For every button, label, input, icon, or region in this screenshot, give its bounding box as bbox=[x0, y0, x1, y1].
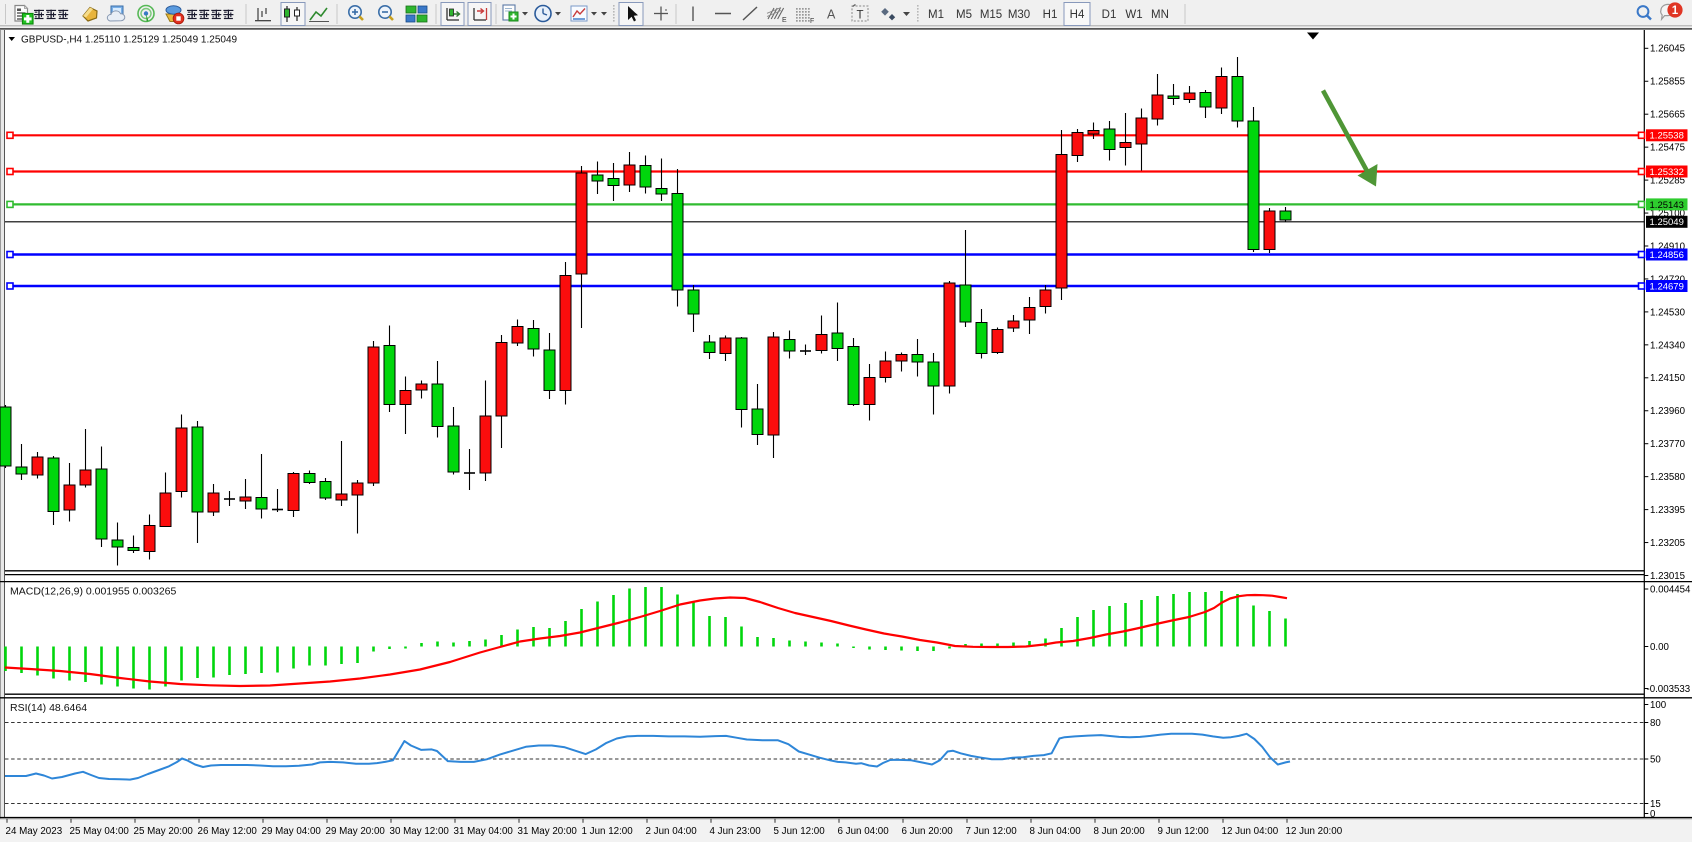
svg-text:0: 0 bbox=[1650, 809, 1656, 820]
svg-text:2 Jun 04:00: 2 Jun 04:00 bbox=[646, 826, 698, 837]
svg-text:29 May 04:00: 29 May 04:00 bbox=[262, 826, 322, 837]
svg-text:6 Jun 04:00: 6 Jun 04:00 bbox=[838, 826, 890, 837]
svg-text:1.26045: 1.26045 bbox=[1650, 44, 1685, 55]
svg-text:-0.003533: -0.003533 bbox=[1647, 684, 1691, 695]
svg-text:1.25285: 1.25285 bbox=[1650, 176, 1685, 187]
svg-text:24 May 2023: 24 May 2023 bbox=[6, 826, 63, 837]
svg-text:W1: W1 bbox=[1125, 9, 1142, 21]
svg-text:D1: D1 bbox=[1102, 9, 1117, 21]
svg-text:H1: H1 bbox=[1043, 9, 1058, 21]
svg-text:25 May 04:00: 25 May 04:00 bbox=[70, 826, 130, 837]
svg-text:12 Jun 04:00: 12 Jun 04:00 bbox=[1222, 826, 1279, 837]
svg-text:100: 100 bbox=[1650, 700, 1667, 711]
svg-text:8 Jun 20:00: 8 Jun 20:00 bbox=[1094, 826, 1146, 837]
svg-text:H4: H4 bbox=[1070, 9, 1085, 21]
svg-text:M1: M1 bbox=[928, 9, 944, 21]
svg-text:0.004454: 0.004454 bbox=[1650, 584, 1691, 595]
svg-text:9 Jun 12:00: 9 Jun 12:00 bbox=[1158, 826, 1210, 837]
svg-text:T: T bbox=[857, 10, 864, 22]
svg-text:1: 1 bbox=[1672, 5, 1679, 17]
svg-text:1.24856: 1.24856 bbox=[1650, 250, 1684, 261]
svg-text:1.23770: 1.23770 bbox=[1650, 439, 1686, 450]
svg-text:M30: M30 bbox=[1008, 9, 1030, 21]
svg-text:M5: M5 bbox=[956, 9, 972, 21]
svg-text:80: 80 bbox=[1650, 718, 1661, 729]
svg-text:F: F bbox=[810, 18, 814, 25]
svg-text:1.25049: 1.25049 bbox=[1650, 217, 1684, 228]
svg-text:1.24720: 1.24720 bbox=[1650, 274, 1686, 285]
svg-text:1.24530: 1.24530 bbox=[1650, 307, 1686, 318]
svg-text:15: 15 bbox=[1650, 799, 1661, 810]
svg-text:1.24679: 1.24679 bbox=[1650, 281, 1684, 292]
svg-text:1.23015: 1.23015 bbox=[1650, 571, 1685, 582]
svg-text:E: E bbox=[782, 17, 787, 24]
svg-text:1.23580: 1.23580 bbox=[1650, 472, 1686, 483]
svg-text:RSI(14) 48.6464: RSI(14) 48.6464 bbox=[10, 702, 87, 714]
svg-text:26 May 12:00: 26 May 12:00 bbox=[198, 826, 258, 837]
svg-text:31 May 20:00: 31 May 20:00 bbox=[518, 826, 578, 837]
svg-text:8 Jun 04:00: 8 Jun 04:00 bbox=[1030, 826, 1082, 837]
svg-text:1.23960: 1.23960 bbox=[1650, 406, 1686, 417]
svg-text:1.23395: 1.23395 bbox=[1650, 505, 1685, 516]
svg-text:1 Jun 12:00: 1 Jun 12:00 bbox=[582, 826, 634, 837]
svg-text:M15: M15 bbox=[980, 9, 1002, 21]
svg-text:A: A bbox=[827, 8, 836, 22]
svg-text:1.24340: 1.24340 bbox=[1650, 340, 1686, 351]
svg-text:29 May 20:00: 29 May 20:00 bbox=[326, 826, 386, 837]
svg-text:25 May 20:00: 25 May 20:00 bbox=[134, 826, 194, 837]
svg-text:1.25855: 1.25855 bbox=[1650, 77, 1685, 88]
svg-text:1.25475: 1.25475 bbox=[1650, 143, 1685, 154]
svg-text:1.25332: 1.25332 bbox=[1650, 167, 1684, 178]
svg-text:7 Jun 12:00: 7 Jun 12:00 bbox=[966, 826, 1018, 837]
svg-text:50: 50 bbox=[1650, 754, 1661, 765]
svg-text:6 Jun 20:00: 6 Jun 20:00 bbox=[902, 826, 954, 837]
svg-text:MN: MN bbox=[1151, 9, 1169, 21]
svg-text:1.25538: 1.25538 bbox=[1650, 131, 1684, 142]
svg-text:1.25143: 1.25143 bbox=[1650, 200, 1684, 211]
svg-text:1.23205: 1.23205 bbox=[1650, 538, 1685, 549]
svg-text:4 Jun 23:00: 4 Jun 23:00 bbox=[710, 826, 762, 837]
svg-text:12 Jun 20:00: 12 Jun 20:00 bbox=[1286, 826, 1343, 837]
svg-text:5 Jun 12:00: 5 Jun 12:00 bbox=[774, 826, 826, 837]
svg-text:1.24150: 1.24150 bbox=[1650, 373, 1686, 384]
svg-text:1.25100: 1.25100 bbox=[1650, 208, 1686, 219]
svg-text:MACD(12,26,9) 0.001955 0.00326: MACD(12,26,9) 0.001955 0.003265 bbox=[10, 586, 177, 598]
svg-text:0.00: 0.00 bbox=[1650, 642, 1669, 653]
svg-text:GBPUSD-,H4 1.25110 1.25129 1.: GBPUSD-,H4 1.25110 1.25129 1.25049 1.250… bbox=[21, 34, 238, 45]
svg-text:31 May 04:00: 31 May 04:00 bbox=[454, 826, 514, 837]
svg-text:30 May 12:00: 30 May 12:00 bbox=[390, 826, 450, 837]
svg-text:1.24910: 1.24910 bbox=[1650, 241, 1686, 252]
svg-text:1.25665: 1.25665 bbox=[1650, 110, 1685, 121]
